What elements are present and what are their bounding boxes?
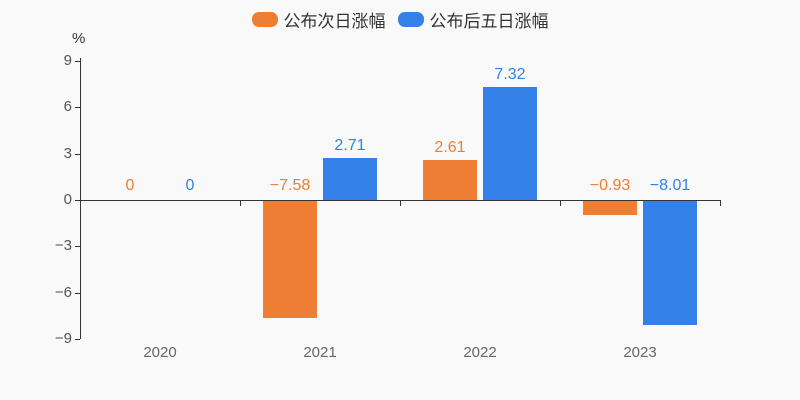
legend-item-next-day-change[interactable]: 公布次日涨幅 — [251, 7, 386, 32]
x-axis-tick — [560, 201, 561, 206]
bar-value-label: 7.32 — [494, 66, 526, 83]
bar-2021-series-0[interactable] — [263, 201, 317, 318]
bar-value-label: −8.01 — [649, 177, 691, 194]
y-axis-line — [80, 58, 81, 339]
x-axis-tick — [720, 201, 721, 206]
x-axis-tick — [400, 201, 401, 206]
x-axis-category-label: 2022 — [463, 344, 497, 361]
y-axis-unit-label: % — [72, 30, 86, 47]
y-axis-tick-label: −9 — [54, 330, 72, 347]
y-axis-tick — [75, 293, 80, 294]
bar-2022-series-1[interactable] — [483, 87, 537, 200]
x-axis-category-label: 2023 — [623, 344, 657, 361]
y-axis-tick-label: −6 — [54, 284, 72, 301]
bar-2021-series-1[interactable] — [323, 158, 377, 200]
bar-value-label: −7.58 — [269, 177, 311, 194]
y-axis-tick — [75, 339, 80, 340]
bar-value-label: 2.61 — [434, 139, 466, 156]
x-axis-tick — [240, 201, 241, 206]
legend-label-next-day-change: 公布次日涨幅 — [283, 12, 386, 31]
bar-value-label: 0 — [185, 177, 195, 194]
bar-value-label: 2.71 — [334, 137, 366, 154]
y-axis-tick — [75, 200, 80, 201]
legend: 公布次日涨幅 公布后五日涨幅 — [0, 7, 800, 32]
y-axis-tick — [75, 107, 80, 108]
y-axis-tick — [75, 154, 80, 155]
x-axis-category-label: 2021 — [303, 344, 337, 361]
legend-swatch-blue-icon — [397, 12, 424, 27]
y-axis-tick-label: 9 — [63, 52, 72, 69]
y-axis-tick-label: 0 — [63, 191, 72, 208]
bar-2022-series-0[interactable] — [423, 160, 477, 200]
y-axis-tick — [75, 246, 80, 247]
bar-value-label: −0.93 — [589, 177, 631, 194]
legend-item-five-day-change[interactable]: 公布后五日涨幅 — [397, 7, 549, 32]
y-axis-tick — [75, 61, 80, 62]
legend-swatch-orange-icon — [251, 12, 278, 27]
y-axis-tick-label: 6 — [63, 98, 72, 115]
x-axis-line — [80, 200, 721, 201]
bar-value-label: 0 — [125, 177, 135, 194]
y-axis-tick-label: 3 — [63, 145, 72, 162]
bar-2023-series-1[interactable] — [643, 201, 697, 325]
x-axis-category-label: 2020 — [143, 344, 177, 361]
y-axis-tick-label: −3 — [54, 237, 72, 254]
legend-label-five-day-change: 公布后五日涨幅 — [429, 12, 549, 31]
bar-2023-series-0[interactable] — [583, 201, 637, 215]
